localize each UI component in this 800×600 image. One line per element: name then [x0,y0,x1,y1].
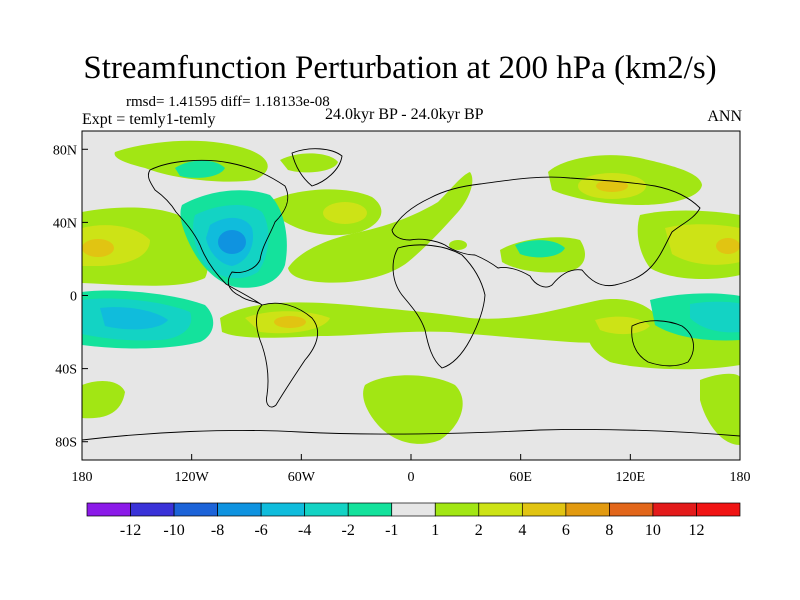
colorbar-swatch [565,502,610,517]
colorbar-label: 6 [562,522,570,539]
contour-fill-blue [218,230,246,254]
colorbar-label: -4 [298,522,311,539]
colorbar-swatch [391,502,436,517]
x-tick-label: 120W [175,470,210,485]
colorbar-swatch [130,502,175,517]
colorbar-label: 8 [605,522,613,539]
x-tick-label: 180 [730,470,751,485]
colorbar-label: -1 [385,522,398,539]
coastlines [82,148,740,441]
contour-fill-gold [82,180,740,328]
x-tick-label: 60E [509,470,532,485]
colorbar-label: -2 [342,522,355,539]
x-tick-label: 120E [616,470,646,485]
colorbar-label: 12 [688,522,704,539]
colorbar-label: -10 [163,522,184,539]
colorbar-swatch [521,502,567,517]
y-tick-label: 0 [70,290,77,305]
plot-title: Streamfunction Perturbation at 200 hPa (… [83,50,717,86]
season-label: ANN [707,108,742,125]
colorbar-swatch [652,502,697,517]
colorbar-label: 10 [645,522,661,539]
colorbar-swatch [260,502,306,517]
colorbar-swatch [217,502,262,517]
y-tick-label: 40N [53,216,77,231]
colorbar-label: -6 [254,522,267,539]
x-axis: 180 120W 60W 0 60E 120E 180 [72,454,751,485]
colorbar-label: -12 [120,522,141,539]
map-panel [82,131,740,460]
y-tick-label: 80S [55,436,77,451]
stats-label: rmsd= 1.41595 diff= 1.18133e-08 [126,94,330,110]
colorbar-label: 1 [431,522,439,539]
colorbar-swatch [173,502,218,517]
x-tick-label: 180 [72,470,93,485]
colorbar-label: 4 [518,522,526,539]
contour-fill-yellow [82,173,740,335]
y-axis: 80N 40N 0 40S 80S [53,143,88,451]
y-tick-label: 40S [55,363,77,378]
colorbar-swatch [304,502,349,517]
colorbar-swatch [434,502,480,517]
period-label: 24.0kyr BP - 24.0kyr BP [325,106,484,123]
colorbar-label: 2 [475,522,483,539]
colorbar: -12 -10 -8 -6 -4 -2 -1 1 2 4 6 8 10 12 [86,502,741,539]
colorbar-label: -8 [211,522,224,539]
colorbar-swatch [609,502,654,517]
colorbar-swatch [347,502,393,517]
experiment-label: Expt = temly1-temly [82,111,216,128]
x-tick-label: 60W [288,470,316,485]
y-tick-label: 80N [53,143,77,158]
colorbar-swatch [478,502,523,517]
colorbar-swatch [696,502,741,517]
colorbar-swatch [86,502,131,517]
x-tick-label: 0 [408,470,415,485]
